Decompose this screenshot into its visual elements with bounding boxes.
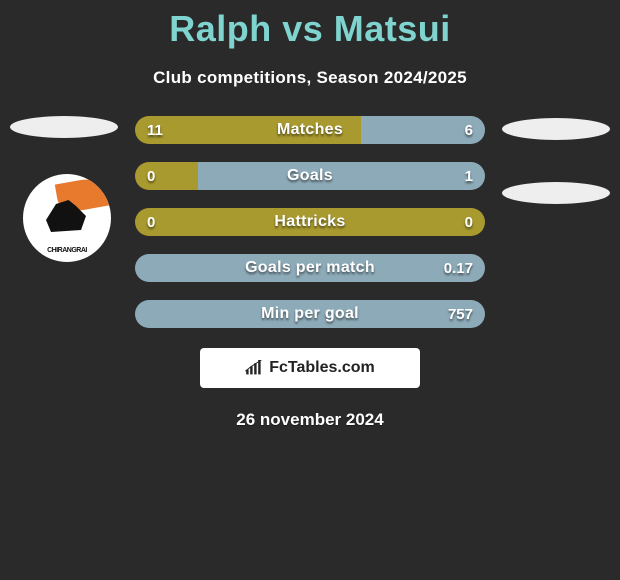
right-player-column [500,116,620,204]
stat-bar-right-fill [361,116,485,144]
club-placeholder-oval [502,182,610,204]
attribution-text: FcTables.com [269,359,375,377]
stat-bar-left-fill [135,162,198,190]
club-badge-left: CHIRANGRAI [23,174,111,262]
subtitle: Club competitions, Season 2024/2025 [0,68,620,88]
stat-bar-right-fill [198,162,485,190]
badge-label: CHIRANGRAI [23,247,111,254]
stat-bar-right-fill [135,300,485,328]
left-player-column: CHIRANGRAI [0,116,120,262]
stat-bar: Goals per match0.17 [135,254,485,282]
stat-bar-left-fill [135,116,361,144]
stat-bar-left-fill [135,208,485,236]
stat-bar: Goals01 [135,162,485,190]
attribution-badge: FcTables.com [200,348,420,388]
stat-bars: Matches116 Goals01 Hattricks00 Goals per ma… [135,116,485,328]
chart-bars-icon [245,360,265,376]
date-label: 26 november 2024 [0,410,620,430]
stat-bar-right-fill [135,254,485,282]
stat-bar: Matches116 [135,116,485,144]
comparison-panel: CHIRANGRAI Matches116 Goals01 Hattricks00 G… [0,116,620,328]
stat-bar: Min per goal757 [135,300,485,328]
player-placeholder-oval [502,118,610,140]
stat-bar: Hattricks00 [135,208,485,236]
player-placeholder-oval [10,116,118,138]
page-title: Ralph vs Matsui [0,0,620,50]
